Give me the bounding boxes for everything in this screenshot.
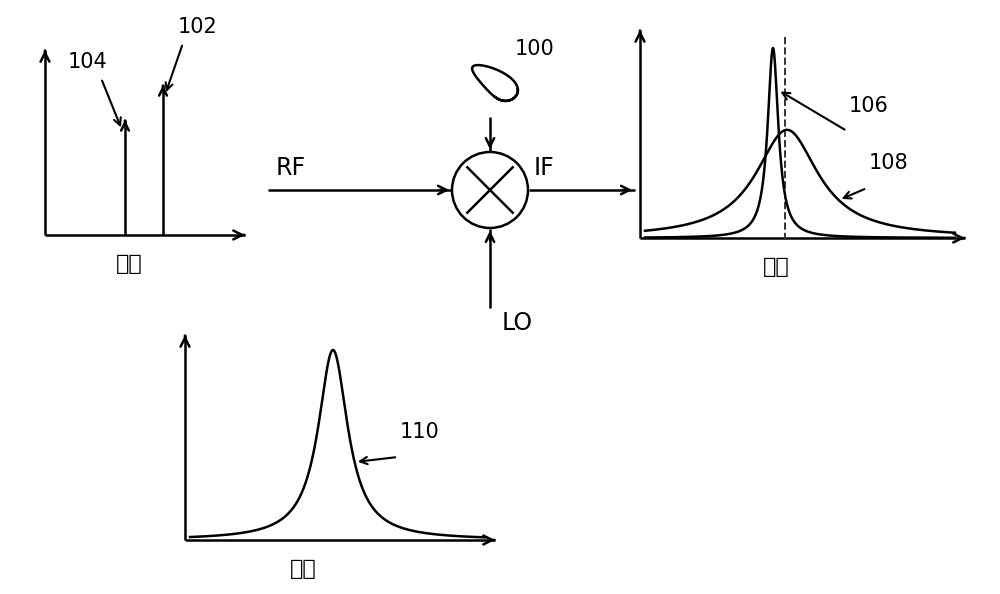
Text: 106: 106: [849, 96, 889, 116]
Text: 104: 104: [68, 52, 108, 72]
Text: 110: 110: [400, 422, 440, 442]
Text: RF: RF: [276, 156, 306, 180]
Text: 100: 100: [515, 39, 555, 59]
Text: 频率: 频率: [763, 257, 790, 277]
Text: 108: 108: [869, 153, 909, 173]
Text: IF: IF: [534, 156, 555, 180]
Text: 频率: 频率: [289, 559, 316, 579]
Text: LO: LO: [502, 311, 533, 335]
Text: 频率: 频率: [116, 254, 142, 274]
Text: 102: 102: [178, 17, 218, 37]
